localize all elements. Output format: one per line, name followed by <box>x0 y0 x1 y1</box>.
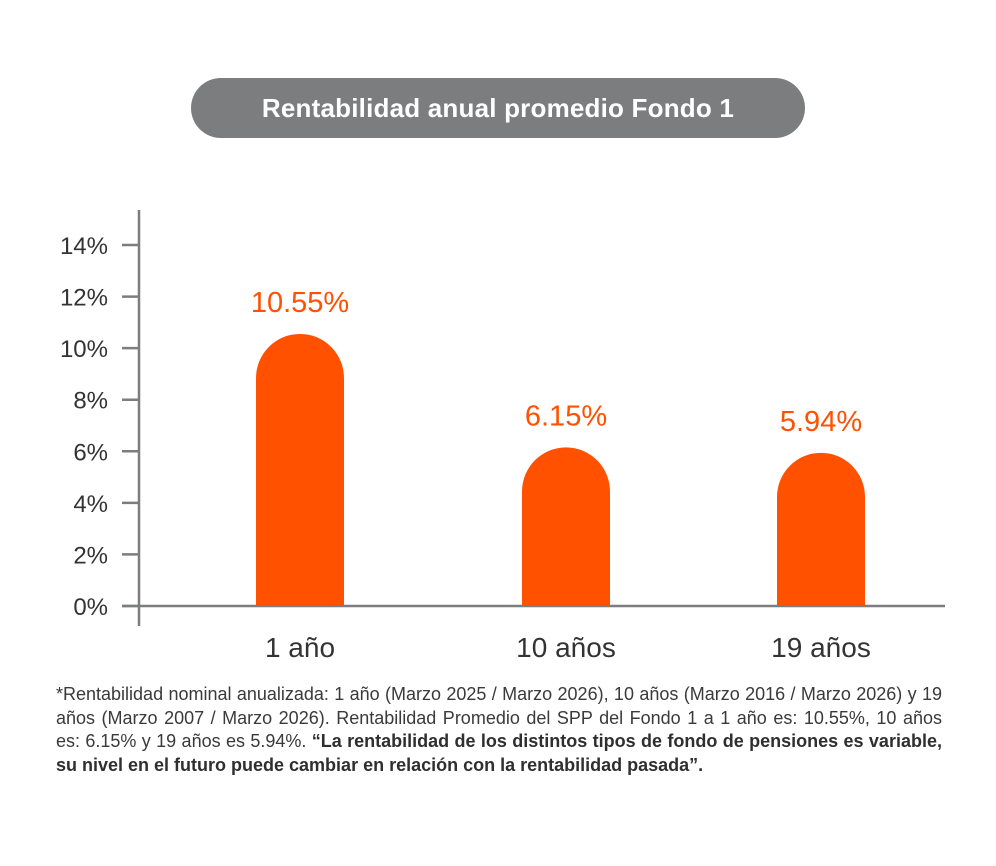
y-tick-label: 8% <box>73 388 108 415</box>
data-label: 10.55% <box>251 287 349 319</box>
data-label: 5.94% <box>780 406 862 438</box>
y-tick-label: 10% <box>60 336 108 363</box>
x-tick-label: 19 años <box>771 632 871 663</box>
y-tick-label: 12% <box>60 285 108 312</box>
bar <box>777 452 865 606</box>
footnote-text: *Rentabilidad nominal anualizada: 1 año … <box>56 684 942 751</box>
y-tick-label: 6% <box>73 439 108 466</box>
y-tick-label: 2% <box>73 542 108 569</box>
bar <box>522 447 610 606</box>
x-tick-label: 1 año <box>265 632 335 663</box>
y-tick-label: 0% <box>73 594 108 621</box>
y-tick-label: 4% <box>73 491 108 518</box>
bar <box>256 333 344 606</box>
footnote-disclaimer: “La rentabilidad de los distintos tipos … <box>56 731 942 775</box>
x-tick-label: 10 años <box>516 632 616 663</box>
chart-title: Rentabilidad anual promedio Fondo 1 <box>191 78 805 138</box>
bar-chart: 0% 2% 4% 6% 8% 10% 12% 14% 10.55% 1 año 6.15% 10 añ… <box>60 210 945 663</box>
data-label: 6.15% <box>525 400 607 432</box>
footnote: *Rentabilidad nominal anualizada: 1 año … <box>56 683 942 777</box>
y-tick-label: 14% <box>60 233 108 260</box>
